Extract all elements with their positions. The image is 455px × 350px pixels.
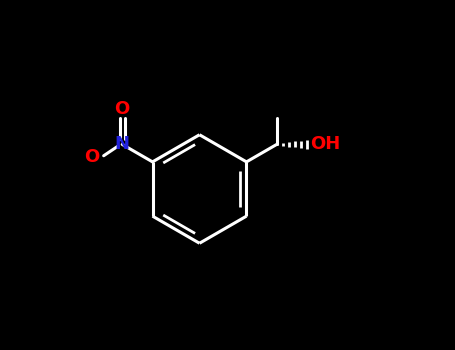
Text: N: N [115,135,130,153]
Text: OH: OH [310,135,340,153]
Text: O: O [115,100,130,118]
Text: O: O [84,148,99,167]
